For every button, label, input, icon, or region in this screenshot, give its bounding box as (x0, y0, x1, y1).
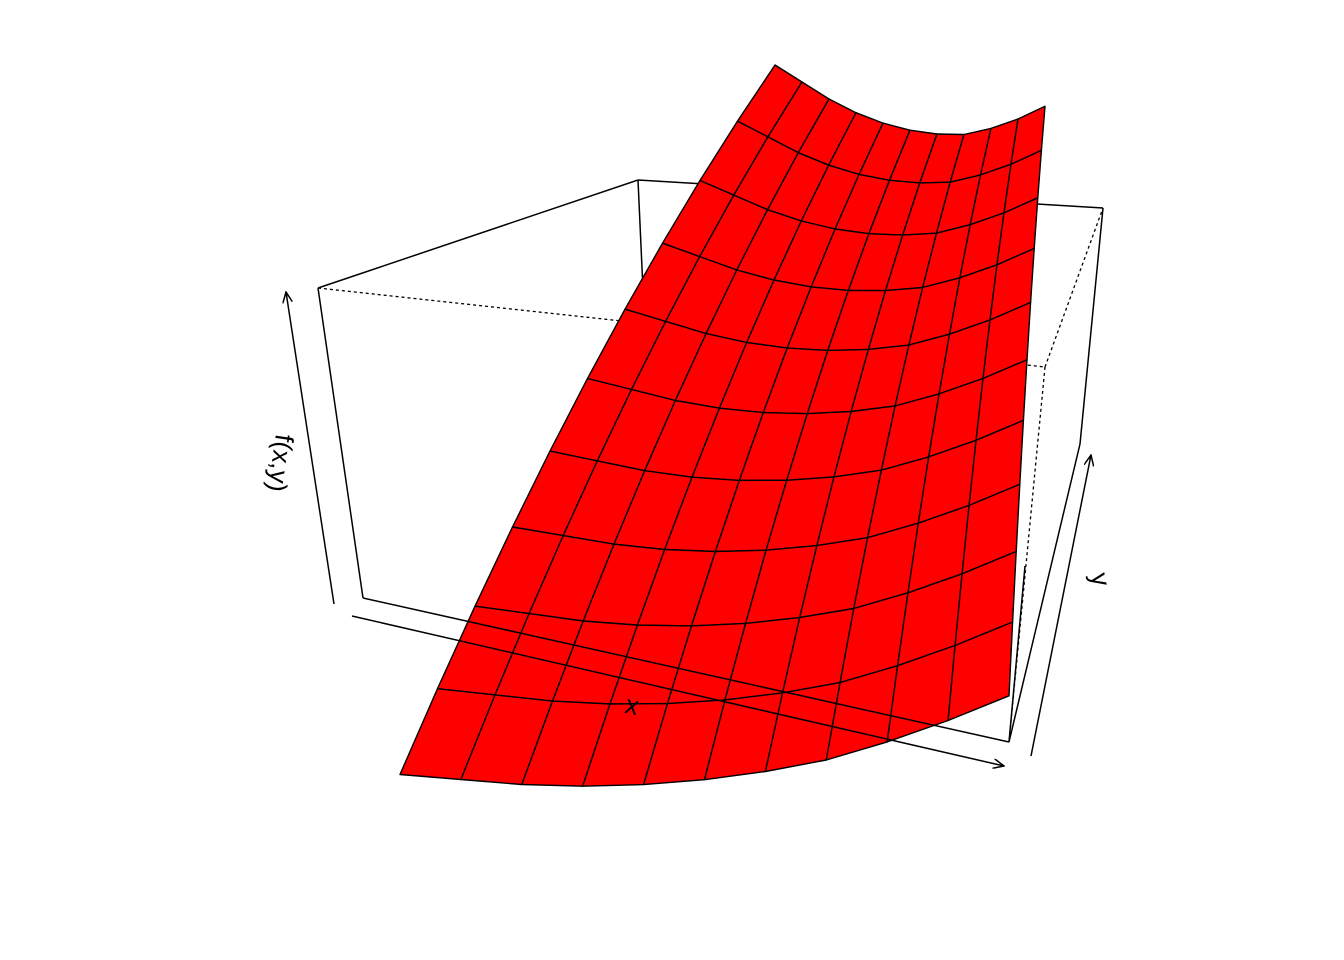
y-axis-arrow (1030, 455, 1091, 757)
x-axis-arrow (351, 615, 1004, 766)
z-axis-arrow (286, 292, 335, 605)
y-axis-label: y (1085, 570, 1117, 588)
z-axis-label: f(x,y) (262, 433, 300, 494)
surface-mesh (399, 64, 1046, 787)
axis-arrows (286, 292, 1091, 766)
surface-facet-9-9 (947, 621, 1014, 722)
box-front-edges (362, 443, 1081, 743)
